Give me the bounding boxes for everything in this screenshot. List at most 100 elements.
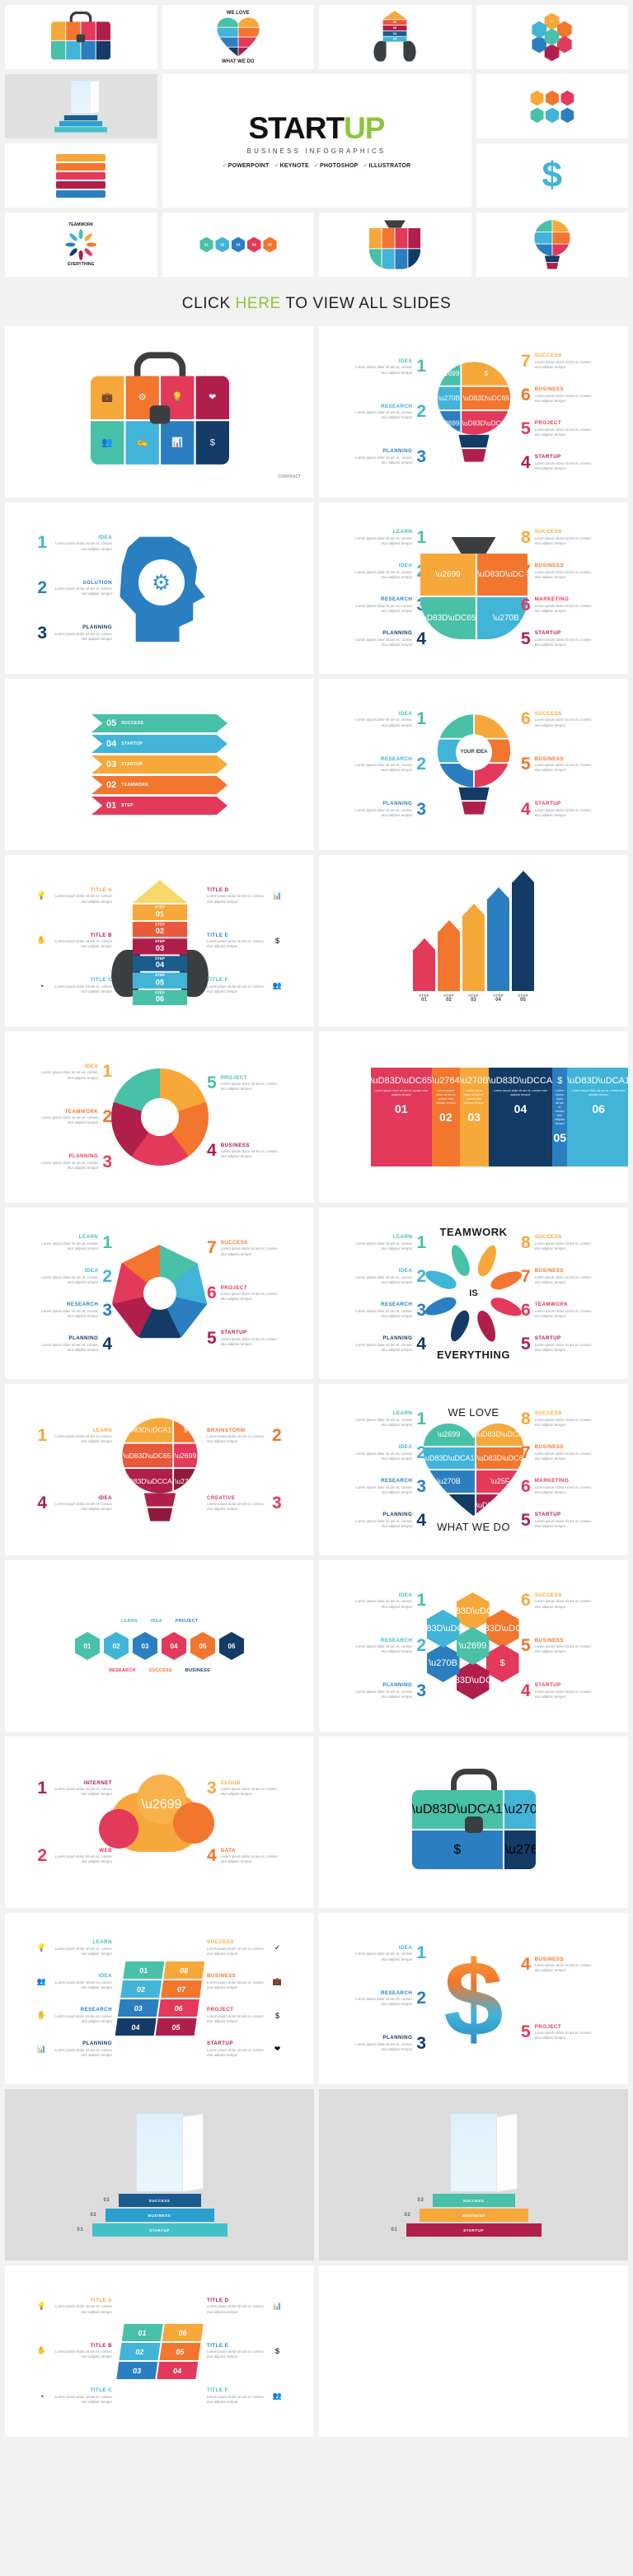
- banner-highlight[interactable]: HERE: [235, 295, 281, 312]
- slide-bulb-four[interactable]: 1 LEARN Lorem ipsum dolor sit am et, conse…: [5, 1384, 314, 1555]
- list-item: STEP 03: [462, 904, 485, 1003]
- slide-titles-af[interactable]: 💡 TITLE A Lorem ipsum dolor sit am et, con…: [5, 2265, 314, 2437]
- banner-pre: CLICK: [181, 295, 236, 312]
- list-item: IDEA Lorem ipsum dolor sit am et, consec …: [355, 1266, 426, 1286]
- briefcase-lock-icon: [76, 34, 86, 43]
- list-item: STEP 02: [438, 920, 460, 1003]
- slide-door-multicolor[interactable]: 03 SUCCESS 02 BUSINESS 01 STARTUP: [319, 2089, 628, 2260]
- thumb-stacked-bars[interactable]: [5, 143, 157, 208]
- slide-briefcase-flat[interactable]: \uD83D\uDCA1 \u270B \u2699 \uD83D\uDC65 …: [319, 1737, 628, 1908]
- list-item: 1 LEARN Lorem ipsum dolor sit am et, conse…: [37, 1426, 112, 1446]
- thumb-your-idea[interactable]: [476, 213, 628, 277]
- slide-numbered-arrow[interactable]: 💡 LEARN Lorem ipsum dolor sit am et, conse…: [5, 1913, 314, 2084]
- right-labels: 6 SUCCESS Lorem ipsum dolor sit am et, con…: [521, 1578, 620, 1713]
- thumb-rocket[interactable]: 02 03 04 05: [319, 5, 471, 69]
- right-labels: 4 BUSINESS Lorem ipsum dolor sit am et, co…: [521, 1931, 620, 2066]
- thumb-heart[interactable]: WE LOVE WHAT WE DO: [162, 5, 314, 69]
- thumb-door-stairs[interactable]: [5, 74, 157, 138]
- list-item: 02 BUSINESS: [405, 2209, 528, 2222]
- slide-bulb-eight[interactable]: IDEA Lorem ipsum dolor sit am et, consec …: [319, 326, 628, 498]
- thumb-money-bag[interactable]: [319, 213, 471, 277]
- slide-teamwork-everything[interactable]: LEARN Lorem ipsum dolor sit am et, consec…: [319, 1208, 628, 1379]
- list-item: PLANNING Lorem ipsum dolor sit am et, con…: [355, 1334, 426, 1353]
- list-item: BUSINESS Lorem ipsum dolor sit am et, con…: [207, 1973, 283, 1989]
- list-item: PLANNING Lorem ipsum dolor sit am et, con…: [41, 1152, 112, 1171]
- gear-icon: ⚙: [151, 569, 171, 595]
- thumb-dollar[interactable]: $: [476, 143, 628, 208]
- right-labels: 8 SUCCESS Lorem ipsum dolor sit am et, con…: [521, 1402, 620, 1537]
- list-item: ✋ TITLE B Lorem ipsum dolor sit am et, con…: [36, 932, 112, 949]
- list-item: STARTUP Lorem ipsum dolor sit am et, cons…: [207, 2041, 283, 2058]
- slide-hex-cluster[interactable]: IDEA Lorem ipsum dolor sit am et, consec …: [319, 1560, 628, 1732]
- click-here-banner[interactable]: CLICK HERE TO VIEW ALL SLIDES: [0, 282, 633, 326]
- thumb-teamwork[interactable]: TEAMWORK EVERYTHING: [5, 213, 157, 277]
- list-item: 06: [219, 1632, 244, 1660]
- right-labels: 3 CLOUD Lorem ipsum dolor sit am et, conse…: [207, 1755, 306, 1890]
- dollar-icon: $: [443, 1938, 504, 2059]
- thumb-briefcase[interactable]: [5, 5, 157, 69]
- right-labels: TITLE D Lorem ipsum dolor sit am et, cons…: [207, 873, 306, 1008]
- slide-ribbon-steps[interactable]: \uD83D\uDC65 Lorem ipsum dolor sit am et,…: [319, 1031, 628, 1203]
- zigzag-list: 05 SUCCESS 04 STARTUP 03 STARTUP 02 TEAMWORK…: [91, 714, 227, 815]
- right-labels: SUCCESS Lorem ipsum dolor sit am et, cons…: [207, 1931, 306, 2066]
- list-item: 💡 LEARN Lorem ipsum dolor sit am et, conse…: [36, 1939, 112, 1956]
- thumb-hex-cluster[interactable]: \: [476, 5, 628, 69]
- logo-accent: UP: [344, 111, 385, 145]
- slide-pie-five[interactable]: IDEA Lorem ipsum dolor sit am et, consec …: [5, 1031, 314, 1203]
- list-item: 6 SUCCESS Lorem ipsum dolor sit am et, con…: [521, 709, 592, 729]
- pie-icon: ◔: [39, 2391, 45, 2401]
- people-icon: 👥: [272, 981, 283, 990]
- list-item: 05: [155, 2018, 197, 2036]
- left-labels: IDEA Lorem ipsum dolor sit am et, consec …: [13, 1050, 112, 1185]
- list-item: 02: [104, 1632, 129, 1660]
- case-cell: [81, 40, 96, 60]
- gear-icon: \u2699: [141, 1798, 182, 1812]
- left-labels: LEARN Lorem ipsum dolor sit am et, consec…: [13, 1226, 112, 1361]
- list-item: 02: [120, 1980, 162, 1998]
- slide-rocket-pyramid[interactable]: 💡 TITLE A Lorem ipsum dolor sit am et, con…: [5, 855, 314, 1026]
- thumb-hex-row[interactable]: 01 02 03 04 05: [162, 213, 314, 277]
- bulb-icon: 💡: [36, 1943, 47, 1952]
- slide-door-blue[interactable]: 03 SUCCESS 02 BUSINESS 01 STARTUP: [5, 2089, 314, 2260]
- hex-label: SUCCESS: [148, 1668, 172, 1673]
- slide-dollar[interactable]: IDEA Lorem ipsum dolor sit am et, consec …: [319, 1913, 628, 2084]
- slide-your-idea[interactable]: IDEA Lorem ipsum dolor sit am et, consec …: [319, 679, 628, 850]
- thumb-hex-grid[interactable]: [476, 74, 628, 138]
- list-item: 6 TEAMWORK Lorem ipsum dolor sit am et, co…: [521, 1300, 592, 1320]
- check-powerpoint: ✓POWERPOINT: [222, 163, 270, 169]
- slide-arrow-steps[interactable]: STEP 01 STEP 02 STEP 03 STEP 04 STEP 05: [319, 855, 628, 1026]
- list-item: TITLE F Lorem ipsum dolor sit am et, cons…: [207, 977, 283, 993]
- list-item: 6 PROJECT Lorem ipsum dolor sit am et, con…: [207, 1283, 278, 1303]
- slide-we-love-heart[interactable]: LEARN Lorem ipsum dolor sit am et, consec…: [319, 1384, 628, 1555]
- slide-cloud[interactable]: 1 INTERNET Lorem ipsum dolor sit am et, co…: [5, 1737, 314, 1908]
- pie-chart: [110, 1068, 209, 1166]
- list-item: IDEA Lorem ipsum dolor sit am et, consec …: [355, 563, 426, 580]
- list-item: 4 STARTUP Lorem ipsum dolor sit am et, con…: [521, 799, 592, 819]
- handshake-icon: ✋: [36, 936, 47, 945]
- left-labels: LEARN Lorem ipsum dolor sit am et, consec…: [327, 1226, 426, 1361]
- list-item: 4 BUSINESS Lorem ipsum dolor sit am et, co…: [207, 1141, 278, 1161]
- list-item: 01 STARTUP: [392, 2223, 542, 2237]
- list-item: 5 STARTUP Lorem ipsum dolor sit am et, con…: [521, 1510, 592, 1530]
- list-item: 7 BUSINESS Lorem ipsum dolor sit am et, co…: [521, 1266, 592, 1286]
- door-panel-icon: [495, 2113, 518, 2192]
- list-item: 5 PROJECT Lorem ipsum dolor sit am et, con…: [521, 2022, 592, 2042]
- slide-zigzag-steps[interactable]: 05 SUCCESS 04 STARTUP 03 STARTUP 02 TEAMWORK…: [5, 679, 314, 850]
- logo-tagline: BUSINESS INFOGRAPHICS: [246, 147, 387, 155]
- list-item: 5 BUSINESS Lorem ipsum dolor sit am et, co…: [521, 1636, 592, 1656]
- list-item: 6 BUSINESS Lorem ipsum dolor sit am et, co…: [521, 385, 592, 404]
- list-item: 4 IDEA Lorem ipsum dolor sit am et, consec…: [37, 1494, 112, 1513]
- arrow-step-chart: STEP 01 STEP 02 STEP 03 STEP 04 STEP 05: [413, 871, 534, 1003]
- list-item: SUCCESS Lorem ipsum dolor sit am et, cons…: [207, 1939, 283, 1957]
- slide-briefcase[interactable]: 💼 ⚙ 💡 ❤ 👥 ✍ 📊 $ CONTRACT: [5, 326, 314, 498]
- left-labels: 💡 LEARN Lorem ipsum dolor sit am et, conse…: [13, 1931, 112, 2066]
- thumb-heading-what-we-do: WHAT WE DO: [221, 59, 255, 64]
- right-labels: TITLE D Lorem ipsum dolor sit am et, cons…: [207, 2284, 306, 2419]
- slide-heptagon[interactable]: LEARN Lorem ipsum dolor sit am et, consec…: [5, 1208, 314, 1379]
- slide-head-profile[interactable]: 1 IDEA Lorem ipsum dolor sit am et, consec…: [5, 503, 314, 674]
- list-item: PLANNING Lorem ipsum dolor sit am et, con…: [355, 1510, 426, 1530]
- slide-blank[interactable]: [319, 2265, 628, 2437]
- slide-hex-row[interactable]: LEARN IDEA PROJECT 01 02 03 04 05 06 RES…: [5, 1560, 314, 1732]
- slide-money-bag[interactable]: LEARN Lorem ipsum dolor sit am et, consec…: [319, 503, 628, 674]
- door-icon: [71, 80, 91, 114]
